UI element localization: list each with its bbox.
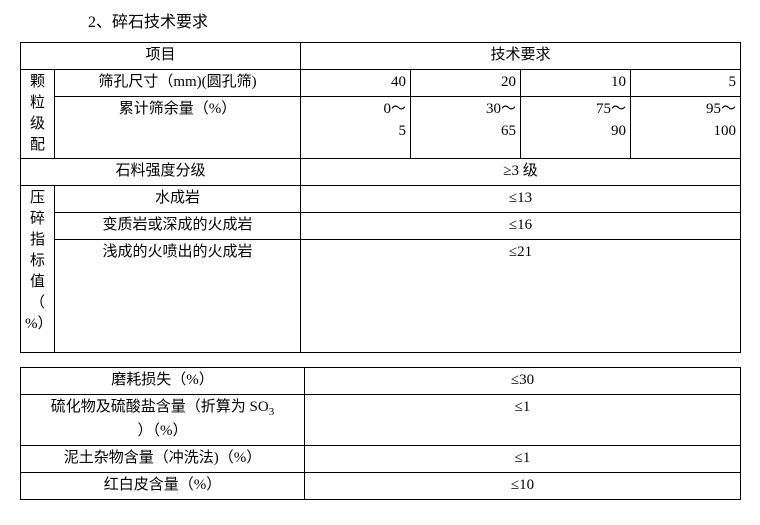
residue-0: 0～5 [301,97,411,159]
crush-row-0-val: ≤13 [301,186,741,213]
spec-table-lower: 磨耗损失（%） ≤30 硫化物及硫酸盐含量（折算为 SO3）（%） ≤1 泥土杂… [20,352,741,500]
residue-label: 累计筛余量（%） [55,97,301,159]
other-0-val: ≤30 [305,368,741,395]
strength-label: 石料强度分级 [21,159,301,186]
sieve-20: 20 [411,70,521,97]
other-3-name: 红白皮含量（%） [21,472,305,499]
other-3-val: ≤10 [305,472,741,499]
residue-1: 30～65 [411,97,521,159]
crush-label: 压碎指标值（%） [21,186,55,353]
residue-2: 75～90 [521,97,631,159]
strength-value: ≥3 级 [301,159,741,186]
crush-row-1-name: 变质岩或深成的火成岩 [55,213,301,240]
sieve-10: 10 [521,70,631,97]
sieve-label: 筛孔尺寸（mm)(圆孔筛) [55,70,301,97]
sieve-40: 40 [301,70,411,97]
other-0-name: 磨耗损失（%） [21,368,305,395]
crush-row-0-name: 水成岩 [55,186,301,213]
col-project: 项目 [21,43,301,70]
other-1-name: 硫化物及硫酸盐含量（折算为 SO3）（%） [21,395,305,446]
spec-table-upper: 项目 技术要求 颗粒级配 筛孔尺寸（mm)(圆孔筛) 40 20 10 5 累计… [20,42,741,353]
crush-row-1-val: ≤16 [301,213,741,240]
other-1-val: ≤1 [305,395,741,446]
section-heading: 2、碎石技术要求 [88,8,742,32]
crush-row-2-name: 浅成的火喷出的火成岩 [55,240,301,353]
residue-3: 95～100 [631,97,741,159]
col-requirement: 技术要求 [301,43,741,70]
gradation-label: 颗粒级配 [21,70,55,159]
other-2-val: ≤1 [305,445,741,472]
crush-row-2-val: ≤21 [301,240,741,353]
other-2-name: 泥土杂物含量（冲洗法)（%） [21,445,305,472]
sieve-5: 5 [631,70,741,97]
